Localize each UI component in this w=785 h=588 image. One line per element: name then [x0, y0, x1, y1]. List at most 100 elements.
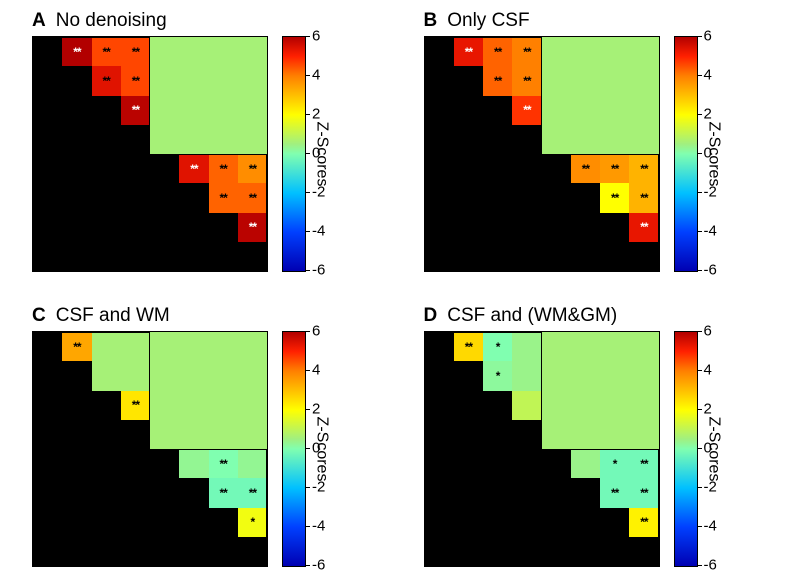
matrix-cell [92, 96, 121, 125]
matrix-cell [179, 361, 208, 390]
tick-line [305, 231, 310, 232]
matrix-cell [454, 420, 483, 449]
matrix-cell [454, 361, 483, 390]
matrix-cell [542, 66, 571, 95]
panel-letter: D [424, 305, 438, 326]
matrix-cell [483, 125, 512, 154]
matrix-cell [571, 420, 600, 449]
matrix-cell [62, 213, 91, 242]
matrix-cell [425, 478, 454, 507]
matrix-cell: ** [571, 154, 600, 183]
matrix-cell [150, 125, 179, 154]
panel-title-text: No denoising [56, 10, 167, 31]
panel-b: BOnly CSF************************6420-2-… [396, 10, 782, 275]
significance-marker: ** [132, 46, 139, 58]
panel-body: ***********6420-2-4-6Z-Scores [4, 331, 390, 570]
panel-title-text: Only CSF [447, 10, 529, 31]
matrix-cell [454, 66, 483, 95]
colorbar-axis-label: Z-Scores [313, 122, 331, 187]
matrix-cell [179, 66, 208, 95]
matrix-cell [454, 449, 483, 478]
matrix-cell [92, 154, 121, 183]
panel-title: DCSF and (WM&GM) [424, 305, 782, 327]
colorbar-gradient [674, 331, 698, 567]
matrix-cell [121, 183, 150, 212]
matrix-cell [62, 420, 91, 449]
matrix-cell: ** [92, 37, 121, 66]
significance-marker: ** [132, 104, 139, 116]
matrix-cell [542, 213, 571, 242]
matrix-cell [62, 537, 91, 566]
panel-d: DCSF and (WM&GM) ************* 6420-2-4-6Z… [396, 305, 782, 570]
matrix-cell: ** [600, 183, 629, 212]
tick-label: 6 [312, 29, 320, 44]
matrix-cell: ** [238, 478, 267, 507]
matrix-cell: ** [92, 66, 121, 95]
tick-line [305, 526, 310, 527]
matrix-cell [483, 183, 512, 212]
matrix-cell [454, 154, 483, 183]
significance-marker: ** [523, 46, 530, 58]
significance-marker: ** [190, 163, 197, 175]
tick-line [305, 192, 310, 193]
matrix-cell [179, 537, 208, 566]
matrix-cell [483, 391, 512, 420]
tick-label: -6 [312, 263, 325, 278]
colorbar-gradient [282, 36, 306, 272]
significance-marker: ** [73, 46, 80, 58]
significance-marker: ** [219, 487, 226, 499]
matrix-cell [571, 508, 600, 537]
significance-marker: ** [249, 221, 256, 233]
heatmap-matrix: ************* [424, 331, 660, 567]
significance-marker: ** [465, 46, 472, 58]
tick-label: -2 [704, 185, 717, 200]
matrix-cell [209, 508, 238, 537]
matrix-cell: ** [121, 391, 150, 420]
matrix-cell [238, 537, 267, 566]
matrix-cell [425, 37, 454, 66]
matrix-cell [425, 361, 454, 390]
matrix-cell [454, 537, 483, 566]
colorbar: 6420-2-4-6Z-Scores [674, 331, 718, 567]
matrix-cell: ** [62, 37, 91, 66]
matrix-cell [542, 361, 571, 390]
matrix-cell [425, 391, 454, 420]
matrix-cell [542, 391, 571, 420]
significance-marker: ** [249, 163, 256, 175]
matrix-cell: * [238, 508, 267, 537]
matrix-cell [542, 125, 571, 154]
matrix-cell [571, 332, 600, 361]
matrix-cell [600, 537, 629, 566]
matrix-cell [121, 361, 150, 390]
matrix-cell [62, 154, 91, 183]
panel-body: ************************6420-2-4-6Z-Scor… [4, 36, 390, 275]
significance-marker: ** [249, 487, 256, 499]
matrix-cell [150, 96, 179, 125]
tick-label: 2 [312, 107, 320, 122]
matrix-cell [542, 449, 571, 478]
significance-marker: ** [611, 163, 618, 175]
tick-line [697, 370, 702, 371]
matrix-cell [483, 242, 512, 271]
matrix-cell [179, 478, 208, 507]
matrix-cell [542, 537, 571, 566]
matrix-cell [238, 361, 267, 390]
matrix-cell: * [483, 332, 512, 361]
tick-label: 4 [312, 363, 320, 378]
matrix-cell [62, 361, 91, 390]
matrix-cell [542, 242, 571, 271]
panel-a: ANo denoising************************642… [4, 10, 390, 275]
matrix-cell: ** [238, 213, 267, 242]
tick-line [305, 565, 310, 566]
matrix-cell [512, 391, 541, 420]
tick-line [305, 270, 310, 271]
matrix-cell [571, 213, 600, 242]
tick-line [305, 487, 310, 488]
matrix-cell [33, 96, 62, 125]
significance-marker: ** [249, 192, 256, 204]
matrix-cell [92, 213, 121, 242]
matrix-cell [92, 537, 121, 566]
matrix-cell [571, 37, 600, 66]
matrix-cell [62, 478, 91, 507]
matrix-cell [179, 449, 208, 478]
